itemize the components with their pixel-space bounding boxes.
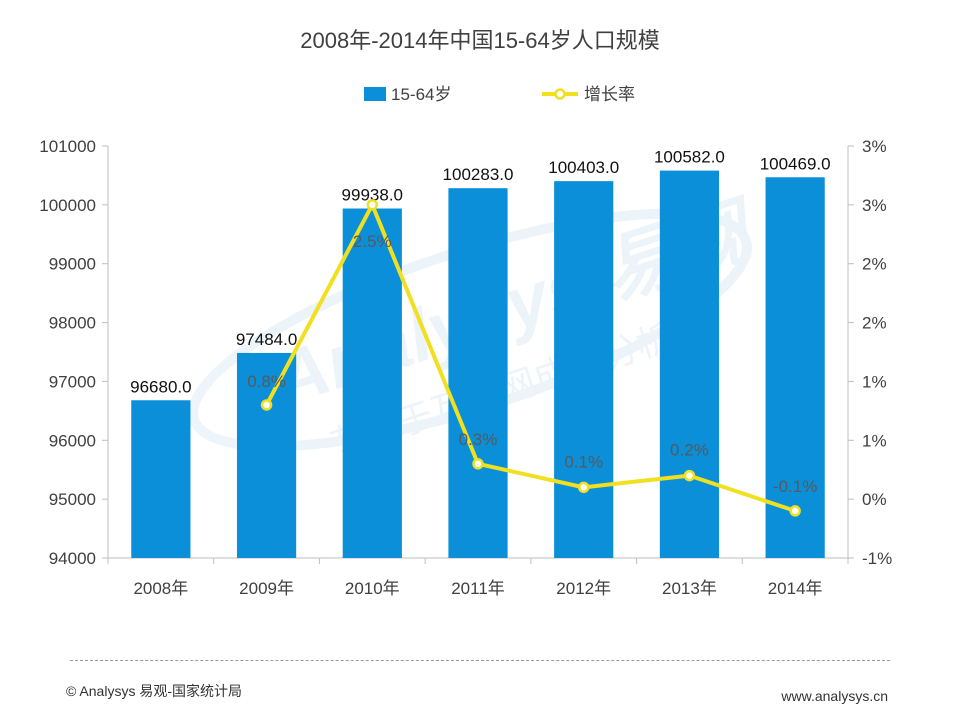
left-tick-label: 99000 (49, 255, 96, 274)
bar (236, 352, 297, 558)
bar (659, 170, 720, 558)
right-tick-label: 0% (862, 490, 887, 509)
bar (448, 188, 508, 559)
line-data-labels: 0.8% 2.5% 0.3% 0.1% 0.2% -0.1% (247, 232, 817, 496)
x-tick-label: 2011年 (451, 579, 505, 598)
line-value-label: 2.5% (353, 232, 392, 251)
line-value-label: -0.1% (773, 477, 817, 496)
line-series (260, 199, 801, 517)
bar-value-label: 96680.0 (130, 377, 191, 396)
footer-divider (70, 660, 890, 661)
x-tick-label: 2013年 (662, 579, 717, 598)
left-tick-label: 100000 (39, 196, 96, 215)
x-tick-label: 2014年 (768, 579, 823, 598)
chart-title: 2008年-2014年中国15-64岁人口规模 (300, 28, 659, 53)
line-point (366, 199, 379, 211)
bar (765, 177, 825, 558)
bar-value-label: 100582.0 (654, 148, 725, 167)
x-tick-label: 2009年 (239, 579, 294, 598)
right-tick-label: 2% (862, 314, 887, 333)
bar-value-label: 100283.0 (443, 165, 514, 184)
line-value-label: 0.8% (247, 372, 286, 391)
left-tick-label: 97000 (49, 372, 96, 391)
bar (342, 208, 402, 558)
legend-line-marker (554, 88, 566, 100)
bar-data-labels: 96680.0 97484.0 99938.0 100283.0 100403.0 100… (130, 148, 830, 397)
bar-series (131, 170, 825, 559)
right-tick-label: 3% (862, 196, 887, 215)
right-axis-ticks: -1% 0% 1% 1% 2% 2% 3% 3% (848, 137, 892, 568)
left-tick-label: 101000 (39, 137, 96, 156)
line-value-label: 0.2% (670, 441, 709, 460)
line-point (472, 458, 484, 470)
line-point (789, 505, 801, 517)
x-tick-label: 2008年 (133, 579, 188, 598)
bar-value-label: 100469.0 (760, 154, 831, 173)
bar (554, 181, 614, 559)
legend-bar-label: 15-64岁 (391, 85, 451, 104)
line-value-label: 0.1% (564, 452, 603, 471)
left-tick-label: 96000 (49, 431, 96, 450)
growth-rate-line (264, 202, 796, 513)
x-tick-label: 2012年 (556, 579, 611, 598)
footer-website: www.analysys.cn (781, 688, 888, 704)
right-tick-label: 2% (862, 255, 887, 274)
bar-value-label: 99938.0 (342, 186, 403, 205)
footer-copyright: © Analysys 易观-国家统计局 (66, 683, 243, 699)
right-tick-label: 3% (862, 137, 887, 156)
bar-value-label: 100403.0 (548, 158, 619, 177)
legend-line-label: 增长率 (584, 85, 635, 104)
line-point (577, 481, 590, 494)
x-tick-label: 2010年 (345, 579, 400, 598)
left-tick-label: 95000 (49, 490, 96, 509)
line-point (260, 399, 273, 411)
bar-value-label: 97484.0 (236, 330, 297, 349)
legend-bar-swatch (364, 87, 386, 101)
x-axis-ticks: 2008年 2009年 2010年 2011年 2012年 2013年 2014年 (107, 558, 849, 598)
bar (131, 400, 191, 558)
left-tick-label: 94000 (49, 549, 96, 568)
line-point (683, 469, 696, 482)
right-tick-label: 1% (862, 431, 887, 450)
right-tick-label: 1% (862, 372, 887, 391)
right-tick-label: -1% (862, 549, 892, 568)
legend: 15-64岁 增长率 (364, 85, 635, 104)
left-tick-label: 98000 (49, 314, 96, 333)
line-value-label: 0.3% (459, 430, 498, 449)
left-axis-ticks: 94000 95000 96000 97000 98000 99000 100000 1010… (39, 137, 108, 568)
